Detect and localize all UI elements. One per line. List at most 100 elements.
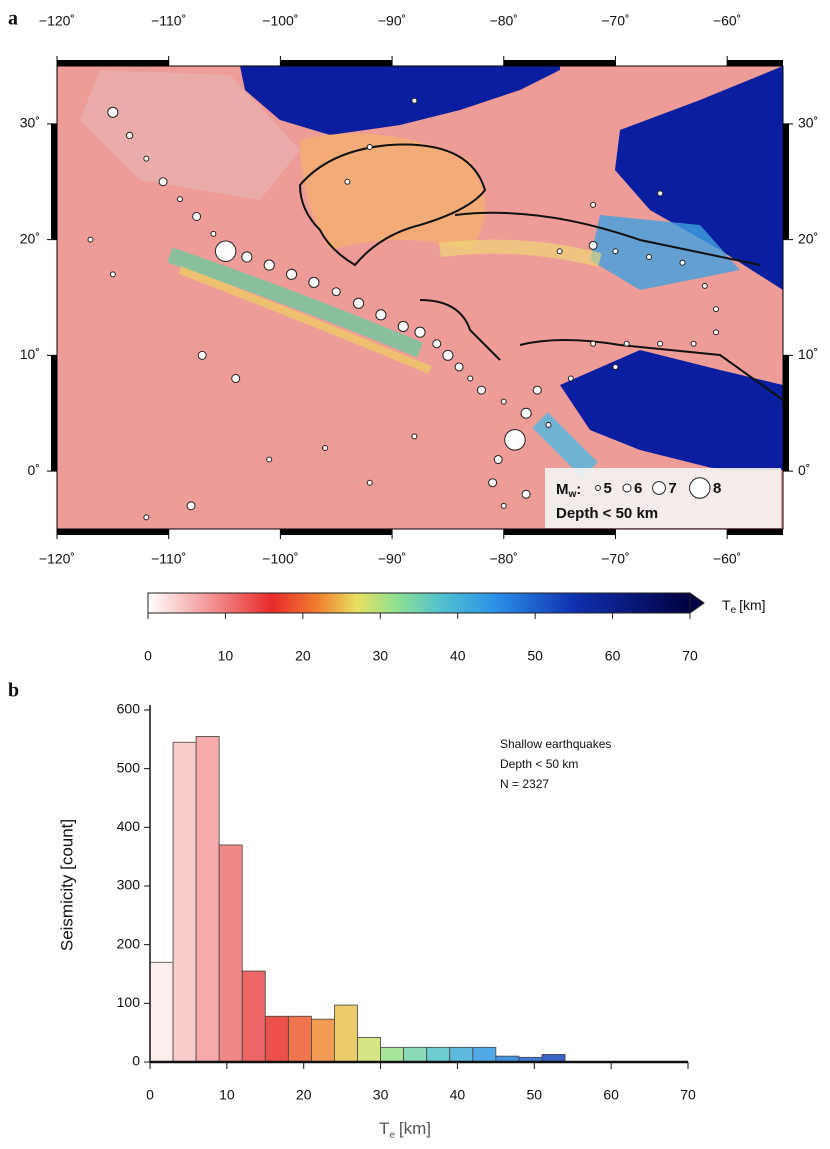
map-background: [57, 66, 783, 529]
earthquake: [657, 190, 664, 197]
earthquake: [414, 326, 426, 338]
x-tick-label: −110˚: [151, 551, 186, 567]
x-tick-label: −70˚: [601, 551, 629, 567]
x-tick-label: −90˚: [378, 13, 406, 29]
earthquake: [107, 106, 119, 118]
x-tick-label: 50: [526, 1087, 542, 1103]
x-tick-label: −80˚: [490, 551, 518, 567]
earthquake: [520, 407, 532, 419]
y-tick-label: 20˚: [798, 230, 818, 246]
earthquake: [158, 177, 168, 187]
panel-label: b: [8, 680, 19, 702]
earthquake: [285, 268, 298, 280]
bar: [172, 741, 197, 1063]
x-axis-label-main: T: [379, 1119, 389, 1138]
annotation: N = 2327: [500, 777, 549, 791]
bar: [264, 1015, 289, 1063]
frame-bar: [783, 123, 789, 240]
map-frame: [47, 56, 793, 539]
legend-label: 7: [668, 480, 676, 497]
earthquake: [176, 196, 183, 203]
colorbar-tick-label: 40: [450, 648, 466, 664]
earthquake: [308, 276, 320, 289]
bar: [426, 1046, 451, 1063]
earthquake: [353, 297, 365, 309]
earthquake: [344, 178, 351, 185]
earthquake: [488, 478, 498, 488]
x-tick-label: −80˚: [490, 13, 518, 29]
bar: [403, 1046, 428, 1063]
colorbar-tick-label: 20: [295, 648, 311, 664]
colorbar-tick-label: 10: [218, 648, 234, 664]
bar: [472, 1046, 497, 1063]
earthquake: [210, 230, 217, 237]
legend-note: Depth < 50 km: [556, 505, 658, 522]
earthquake: [612, 363, 619, 370]
frame-bar: [280, 60, 393, 66]
earthquake: [701, 282, 708, 289]
y-tick-label: 300: [117, 877, 141, 893]
earthquake: [214, 240, 237, 262]
earthquake: [322, 444, 329, 451]
legend-label: 5: [604, 480, 612, 497]
earthquake: [231, 374, 241, 384]
frame-bar: [51, 123, 57, 240]
x-tick-label: −90˚: [378, 551, 406, 567]
legend-symbol: [622, 483, 632, 493]
x-tick-label: −100˚: [262, 551, 298, 567]
legend-label: 8: [713, 480, 721, 497]
y-tick-label: 0: [132, 1053, 140, 1069]
x-axis-label: Te [km]: [379, 1119, 431, 1140]
earthquake: [411, 433, 418, 440]
frame-bar: [503, 529, 616, 535]
earthquake: [712, 306, 719, 313]
bar: [380, 1046, 405, 1063]
earthquake: [125, 131, 134, 140]
colorbar-tick-label: 0: [144, 648, 152, 664]
earthquake: [623, 340, 630, 347]
x-axis-label-unit: [km]: [399, 1119, 431, 1138]
earthquake: [186, 501, 196, 511]
frame-bar: [503, 60, 616, 66]
y-tick-label: 500: [117, 759, 141, 775]
earthquake: [567, 375, 574, 382]
earthquake: [331, 287, 341, 297]
frame-bar: [57, 60, 169, 66]
bar: [218, 844, 243, 1063]
colorbar-tick-label: 50: [527, 648, 543, 664]
earthquake: [263, 259, 275, 271]
earthquake: [197, 350, 207, 360]
earthquake: [467, 375, 474, 382]
colorbar: [147, 592, 691, 614]
earthquake: [411, 97, 418, 104]
colorbar-tick-label: 60: [605, 648, 621, 664]
bar: [149, 961, 174, 1063]
legend-title-colon: :: [576, 481, 581, 498]
earthquake: [556, 248, 563, 255]
annotation: Depth < 50 km: [500, 757, 578, 771]
bar: [310, 1018, 335, 1063]
earthquake: [366, 144, 373, 151]
x-tick-label: 0: [146, 1087, 154, 1103]
colorbar-arrow: [689, 592, 705, 614]
panel-label: a: [8, 8, 18, 30]
earthquake: [375, 309, 387, 321]
bar: [334, 1004, 358, 1063]
earthquake: [657, 340, 664, 347]
bar: [195, 736, 220, 1063]
earthquake: [266, 456, 273, 463]
earthquake: [612, 248, 619, 255]
colorbar-label-main: T: [722, 597, 731, 613]
frame-bar: [280, 529, 393, 535]
legend-title-sub: w: [568, 489, 577, 500]
y-tick-label: 400: [117, 818, 141, 834]
x-tick-label: −70˚: [601, 13, 629, 29]
earthquake: [241, 251, 253, 263]
x-tick-label: 70: [680, 1087, 696, 1103]
x-tick-label: −60˚: [713, 13, 741, 29]
colorbar-label: Te [km]: [722, 597, 766, 616]
x-tick-label: −100˚: [262, 13, 298, 29]
frame-bar: [57, 529, 169, 535]
bar: [449, 1046, 474, 1063]
earthquake: [432, 339, 442, 349]
